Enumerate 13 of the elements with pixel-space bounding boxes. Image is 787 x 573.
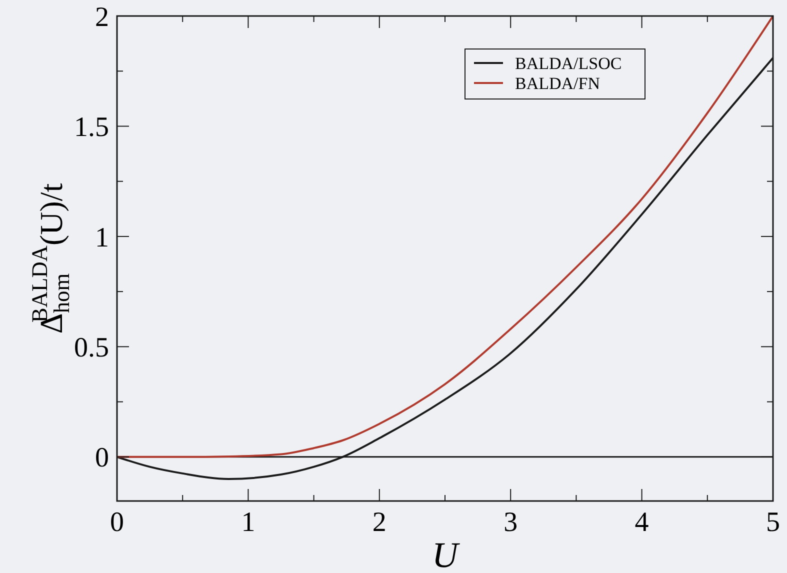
- x-tick-label: 2: [372, 507, 386, 538]
- y-tick-label: 0: [95, 442, 109, 474]
- y-tick-label: 2: [95, 2, 109, 33]
- y-tick-label: 1.5: [74, 112, 109, 144]
- y-tick-label: 1: [95, 222, 109, 254]
- x-tick-label: 4: [634, 507, 649, 538]
- x-axis-title: U: [432, 535, 460, 573]
- y-tick-label: 0.5: [74, 332, 109, 364]
- legend-label: BALDA/LSOC: [515, 54, 622, 73]
- x-tick-label: 3: [504, 507, 518, 538]
- legend-label: BALDA/FN: [515, 74, 600, 93]
- x-tick-label: 5: [766, 507, 780, 538]
- x-tick-label: 1: [241, 507, 256, 538]
